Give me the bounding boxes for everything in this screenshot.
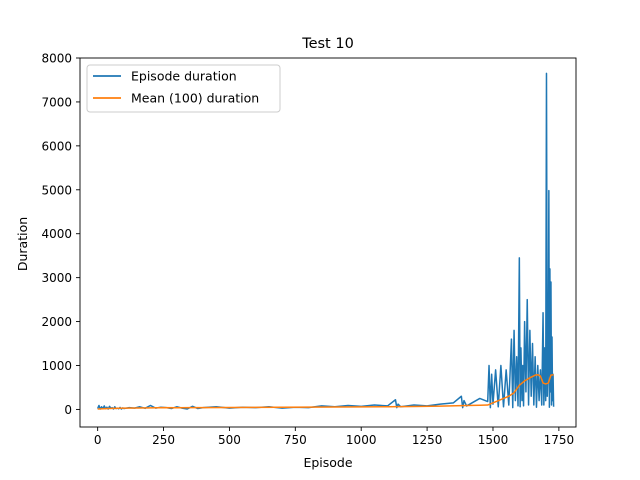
legend: Episode duration Mean (100) duration <box>86 64 281 113</box>
x-tick-label: 1000 <box>346 433 377 447</box>
y-tick-label: 7000 <box>41 95 72 109</box>
y-tick-label: 3000 <box>41 271 72 285</box>
x-tick-label: 0 <box>94 433 102 447</box>
y-tick-label: 2000 <box>41 315 72 329</box>
x-tick-label: 500 <box>218 433 241 447</box>
x-tick-label: 750 <box>284 433 307 447</box>
x-axis: 0 250 500 750 1000 1250 1500 1750 <box>94 427 574 447</box>
series-line-mean-duration <box>97 373 554 410</box>
y-axis: 0 1000 2000 3000 4000 5000 6000 7000 8000 <box>41 52 80 417</box>
x-tick-label: 1250 <box>412 433 443 447</box>
plot-area <box>79 57 577 428</box>
y-axis-label: Duration <box>15 217 30 271</box>
y-tick-label: 5000 <box>41 183 72 197</box>
x-tick-label: 1750 <box>544 433 575 447</box>
y-tick-label: 1000 <box>41 359 72 373</box>
legend-label: Episode duration <box>131 69 237 84</box>
series-group <box>96 72 555 410</box>
x-tick-label: 250 <box>152 433 175 447</box>
y-tick-label: 8000 <box>41 52 72 66</box>
legend-box <box>86 64 281 113</box>
x-tick-label: 1500 <box>478 433 509 447</box>
y-tick-label: 0 <box>64 403 72 417</box>
y-tick-label: 4000 <box>41 227 72 241</box>
plot-frame <box>79 57 577 428</box>
x-axis-label: Episode <box>303 455 352 470</box>
y-tick-label: 6000 <box>41 139 72 153</box>
chart-title: Test 10 <box>301 36 354 52</box>
legend-label: Mean (100) duration <box>131 91 259 106</box>
